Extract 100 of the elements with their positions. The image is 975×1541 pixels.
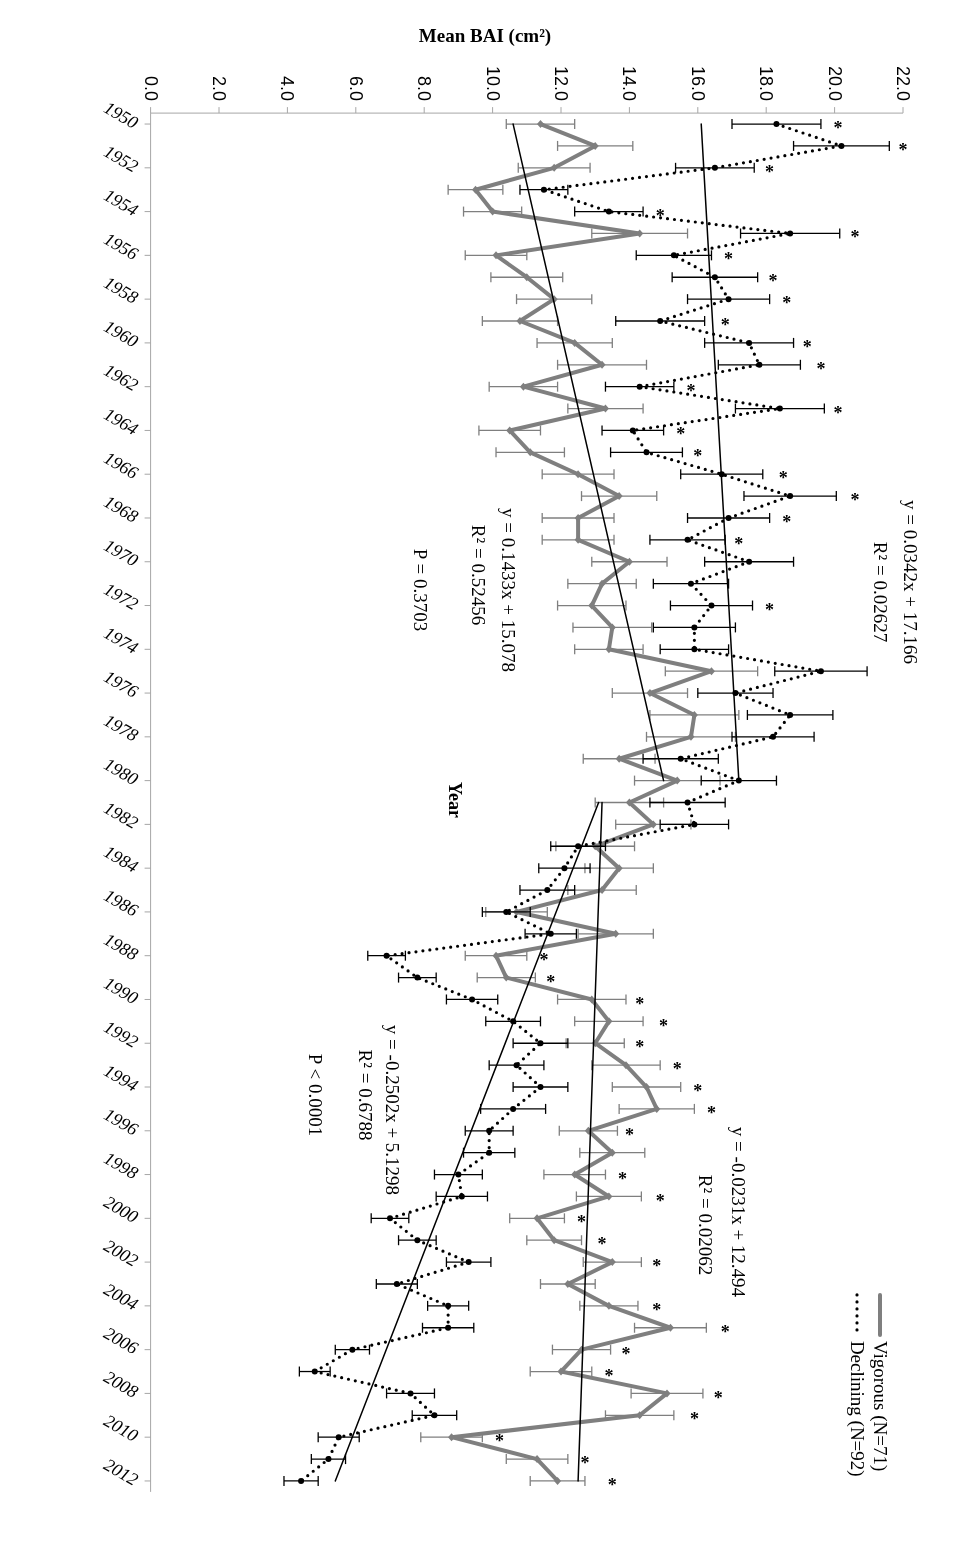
annotation: *	[539, 949, 549, 970]
annotation: *	[635, 993, 645, 1014]
y-tick-label: 1954	[100, 184, 142, 221]
annotation: *	[659, 1015, 669, 1036]
annotation: *	[689, 1409, 699, 1430]
annotation: *	[707, 1103, 716, 1123]
annotation: *	[672, 1059, 682, 1080]
x-tick-label: 6.0	[345, 76, 366, 102]
annotation: *	[720, 315, 730, 335]
x-tick-label: 18.0	[756, 66, 777, 102]
y-tick-label: 1978	[100, 710, 142, 746]
x-tick-label: 0.0	[140, 76, 161, 102]
y-tick-label: 1950	[100, 97, 142, 133]
annotation: *	[604, 1365, 614, 1386]
legend-label: Declining (N=92)	[845, 1340, 868, 1477]
x-tick-label: 22.0	[893, 66, 913, 102]
annotation: *	[693, 1081, 703, 1102]
annotation: *	[597, 1234, 607, 1255]
annotation: y = 0.1433x + 15.078	[497, 508, 519, 672]
annotation: R² = 0.02062	[694, 1174, 716, 1276]
annotation: *	[655, 1190, 665, 1211]
annotation: *	[713, 1387, 723, 1408]
annotation: *	[802, 336, 812, 357]
annotation: *	[607, 1475, 617, 1496]
y-tick-label: 1958	[100, 272, 142, 308]
y-tick-label: 1972	[100, 578, 142, 615]
annotation: *	[618, 1168, 628, 1189]
annotation: *	[782, 512, 792, 532]
annotation: *	[686, 380, 696, 401]
annotation: R² = 0.6788	[354, 1049, 376, 1141]
y-tick-label: 2010	[100, 1410, 142, 1446]
annotation: *	[546, 971, 556, 992]
x-tick-label: 16.0	[687, 66, 708, 102]
annotation: P = 0.3703	[409, 548, 431, 632]
y-tick-label: 1966	[100, 447, 142, 483]
y-tick-label: 2008	[100, 1366, 142, 1403]
x-tick-label: 10.0	[482, 66, 503, 102]
annotation: y = 0.0342x + 17.166	[899, 500, 921, 664]
annotation: *	[580, 1453, 590, 1474]
y-tick-label: 1984	[100, 841, 142, 877]
annotation: R² = 0.52456	[467, 524, 489, 626]
x-axis-title: Mean BAI (cm²)	[418, 24, 552, 47]
y-tick-label: 2012	[100, 1454, 142, 1490]
y-tick-label: 2006	[100, 1322, 142, 1359]
y-tick-label: 1970	[100, 535, 142, 571]
annotation: y = -0.0231x + 12.494	[727, 1126, 749, 1298]
x-tick-label: 2.0	[209, 76, 229, 102]
annotation: *	[720, 1321, 730, 1342]
annotation: *	[652, 1256, 662, 1277]
y-tick-label: 1996	[100, 1104, 142, 1140]
y-tick-label: 1962	[100, 360, 142, 396]
x-tick-label: 12.0	[551, 66, 571, 102]
annotation: *	[765, 161, 775, 182]
annotation: *	[768, 271, 778, 292]
annotation: P < 0.0001	[304, 1053, 326, 1137]
y-tick-label: 2004	[100, 1279, 142, 1315]
y-tick-label: 1982	[100, 797, 142, 834]
annotation: *	[652, 1300, 662, 1320]
x-tick-label: 14.0	[619, 66, 640, 102]
annotation: *	[850, 227, 860, 248]
y-tick-label: 1992	[100, 1016, 142, 1052]
x-tick-label: 8.0	[414, 76, 435, 102]
y-tick-label: 1952	[100, 141, 142, 177]
legend-label: Vigorous (N=71)	[868, 1340, 891, 1472]
annotation: *	[734, 533, 744, 554]
y-tick-label: 1956	[100, 228, 142, 265]
annotation: *	[782, 293, 792, 314]
y-tick-label: 1994	[100, 1060, 142, 1096]
y-tick-label: 1998	[100, 1147, 142, 1184]
annotation: *	[621, 1343, 631, 1364]
annotation: *	[850, 490, 860, 511]
annotation: *	[898, 140, 908, 160]
legend-key: Declining (N=92)	[846, 1293, 868, 1477]
annotation: *	[655, 205, 665, 226]
y-tick-label: 1964	[100, 403, 142, 440]
y-tick-label: 1968	[100, 491, 142, 527]
legend-key: Vigorous (N=71)	[869, 1292, 891, 1472]
annotation: *	[693, 446, 703, 467]
annotation: *	[724, 249, 734, 270]
annotation: *	[577, 1212, 586, 1233]
annotation: y = -0.2502x + 5.1298	[381, 1024, 403, 1196]
y-tick-label: 1976	[100, 666, 142, 702]
annotation: *	[624, 1124, 634, 1145]
y-tick-label: 1960	[100, 316, 142, 352]
annotation: R² = 0.02627	[869, 541, 891, 643]
annotation: *	[833, 402, 843, 423]
y-tick-label: 1986	[100, 885, 142, 921]
y-tick-label: 1988	[100, 929, 142, 965]
y-tick-label: 2002	[100, 1235, 142, 1271]
annotation: *	[778, 468, 788, 489]
annotation: *	[676, 424, 686, 445]
y-tick-label: 1990	[100, 972, 142, 1009]
annotation: *	[833, 118, 843, 138]
annotation: *	[765, 599, 775, 620]
y-tick-label: 1974	[100, 622, 142, 658]
x-tick-label: 4.0	[277, 76, 298, 102]
annotation: *	[816, 358, 826, 379]
y-axis-title: Year	[445, 782, 465, 818]
y-tick-label: 2000	[100, 1191, 142, 1227]
annotation: *	[494, 1431, 504, 1452]
